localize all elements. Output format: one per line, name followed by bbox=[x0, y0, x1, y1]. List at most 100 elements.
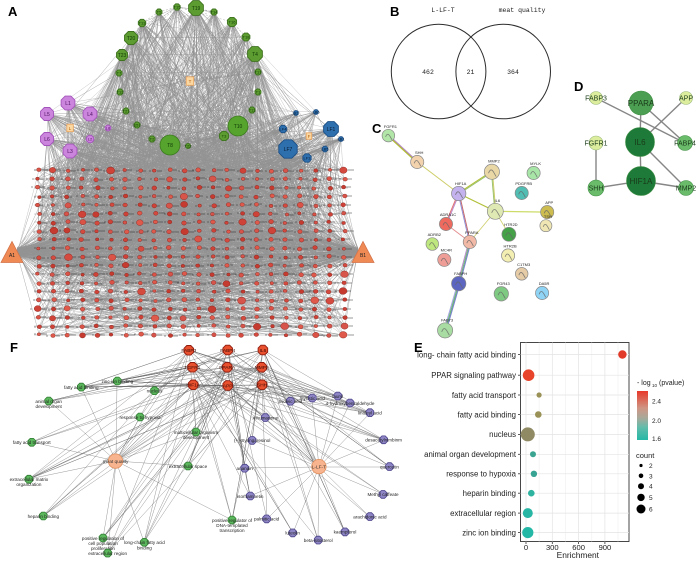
svg-text:ADRB2: ADRB2 bbox=[428, 232, 442, 237]
svg-text:development: development bbox=[183, 435, 210, 440]
svg-text:FABP3: FABP3 bbox=[181, 348, 196, 354]
svg-text:FABP4: FABP4 bbox=[674, 141, 696, 148]
svg-text:fatty acid binding: fatty acid binding bbox=[64, 385, 99, 390]
svg-text:heparin binding: heparin binding bbox=[463, 489, 516, 498]
svg-text:T22: T22 bbox=[185, 144, 193, 149]
svg-text:10: 10 bbox=[652, 383, 658, 388]
svg-text:animal organ development: animal organ development bbox=[424, 450, 517, 459]
svg-text:LB6: LB6 bbox=[312, 110, 320, 115]
svg-text:LF1: LF1 bbox=[327, 127, 336, 133]
svg-text:T1: T1 bbox=[256, 90, 261, 95]
svg-text:T10: T10 bbox=[234, 124, 243, 130]
svg-text:LF7: LF7 bbox=[284, 147, 293, 153]
svg-text:L4: L4 bbox=[87, 112, 93, 118]
svg-text:FGR43: FGR43 bbox=[497, 281, 511, 286]
svg-text:development: development bbox=[36, 404, 63, 409]
svg-text:nucleus: nucleus bbox=[489, 430, 516, 439]
svg-text:L5: L5 bbox=[44, 112, 50, 118]
svg-text:IL6: IL6 bbox=[260, 348, 267, 354]
svg-text:2.4: 2.4 bbox=[652, 399, 661, 406]
svg-text:0: 0 bbox=[524, 543, 528, 552]
svg-text:T3: T3 bbox=[222, 134, 227, 139]
svg-text:response to hypoxia: response to hypoxia bbox=[119, 415, 161, 420]
svg-text:linoleic acid: linoleic acid bbox=[279, 399, 303, 404]
svg-text:FGFR1: FGFR1 bbox=[585, 141, 608, 148]
svg-text:- log: - log bbox=[637, 380, 651, 387]
svg-text:linoleyl acid: linoleyl acid bbox=[358, 411, 382, 416]
svg-text:F: F bbox=[10, 340, 18, 355]
svg-text:2: 2 bbox=[649, 463, 653, 470]
svg-text:meat quality: meat quality bbox=[499, 7, 546, 14]
svg-text:C: C bbox=[372, 121, 382, 136]
svg-text:HIF1A: HIF1A bbox=[630, 177, 653, 186]
svg-text:MMP2: MMP2 bbox=[255, 365, 269, 371]
svg-text:positive regulator of: positive regulator of bbox=[212, 518, 253, 523]
svg-text:long- chain fatty acid binding: long- chain fatty acid binding bbox=[417, 350, 516, 359]
svg-text:IL6: IL6 bbox=[495, 198, 501, 203]
svg-text:T13: T13 bbox=[139, 21, 147, 26]
svg-text:T11: T11 bbox=[249, 108, 256, 113]
svg-text:T20: T20 bbox=[127, 36, 136, 42]
svg-text:D: D bbox=[574, 79, 583, 94]
svg-text:palmitic acid: palmitic acid bbox=[254, 517, 280, 522]
svg-text:L6: L6 bbox=[44, 137, 50, 143]
svg-text:PDGFRB: PDGFRB bbox=[515, 181, 532, 186]
svg-text:beta-sitosterol: beta-sitosterol bbox=[304, 538, 333, 543]
svg-text:L8: L8 bbox=[106, 126, 111, 131]
svg-text:FABP4: FABP4 bbox=[220, 348, 235, 354]
svg-text:L-LF-T: L-LF-T bbox=[431, 7, 455, 14]
svg-text:FGFR1: FGFR1 bbox=[384, 124, 398, 129]
svg-text:T: T bbox=[189, 79, 192, 84]
svg-text:extracellular region: extracellular region bbox=[450, 509, 516, 518]
svg-text:T12: T12 bbox=[117, 90, 125, 95]
svg-text:DNA-templated: DNA-templated bbox=[216, 523, 248, 528]
svg-text:APP: APP bbox=[545, 200, 553, 205]
svg-text:extracellular space: extracellular space bbox=[169, 464, 208, 469]
svg-text:IL6: IL6 bbox=[634, 138, 646, 147]
svg-text:LB1: LB1 bbox=[337, 137, 345, 142]
svg-text:Enrichment: Enrichment bbox=[557, 550, 600, 560]
svg-text:count: count bbox=[636, 451, 655, 460]
svg-text:HTR2B: HTR2B bbox=[504, 243, 517, 248]
svg-text:positive regulation of: positive regulation of bbox=[82, 536, 125, 541]
svg-text:1.6: 1.6 bbox=[652, 436, 661, 443]
svg-text:FABPH: FABPH bbox=[454, 271, 467, 276]
svg-text:T8: T8 bbox=[167, 143, 173, 149]
svg-text:T17: T17 bbox=[255, 70, 263, 75]
svg-text:L: L bbox=[69, 126, 72, 131]
svg-text:E: E bbox=[414, 340, 423, 355]
svg-text:(+)-Syringaresinol: (+)-Syringaresinol bbox=[234, 438, 270, 443]
svg-text:3: 3 bbox=[649, 473, 653, 480]
svg-text:extracellular region: extracellular region bbox=[88, 551, 127, 556]
svg-text:SHH: SHH bbox=[415, 150, 424, 155]
svg-text:desacetylnimbinm: desacetylnimbinm bbox=[365, 438, 402, 443]
svg-text:kaempferol: kaempferol bbox=[334, 530, 357, 535]
svg-text:HIF1A: HIF1A bbox=[455, 181, 467, 186]
svg-text:cell population: cell population bbox=[88, 541, 118, 546]
svg-text:PPARA: PPARA bbox=[465, 230, 479, 235]
svg-text:Xihumanene: Xihumanene bbox=[252, 415, 278, 420]
svg-text:2.0: 2.0 bbox=[652, 418, 661, 425]
svg-text:response to hypoxia: response to hypoxia bbox=[446, 470, 516, 479]
svg-text:(pvalue): (pvalue) bbox=[659, 380, 684, 387]
svg-text:zinc ion binding: zinc ion binding bbox=[101, 379, 133, 384]
svg-text:extracellular matrix: extracellular matrix bbox=[10, 477, 49, 482]
svg-text:arachidonic acid: arachidonic acid bbox=[353, 514, 387, 519]
svg-text:myristic acid: myristic acid bbox=[300, 396, 326, 401]
svg-text:T16: T16 bbox=[229, 20, 237, 25]
svg-text:300: 300 bbox=[546, 543, 559, 552]
svg-text:L3: L3 bbox=[67, 149, 73, 155]
svg-text:A1: A1 bbox=[9, 253, 15, 259]
svg-text:FABP3: FABP3 bbox=[585, 96, 607, 103]
svg-text:luteolin: luteolin bbox=[285, 531, 300, 536]
svg-text:fatty acid binding: fatty acid binding bbox=[457, 410, 516, 419]
svg-text:4-hydroxybenzaldehyde: 4-hydroxybenzaldehyde bbox=[326, 401, 375, 406]
svg-text:L1: L1 bbox=[65, 101, 71, 107]
svg-text:organization: organization bbox=[16, 482, 41, 487]
svg-text:B1: B1 bbox=[360, 253, 366, 259]
svg-text:ADRA1C: ADRA1C bbox=[440, 212, 456, 217]
svg-text:multicellular organism: multicellular organism bbox=[174, 430, 219, 435]
svg-text:600: 600 bbox=[572, 543, 585, 552]
svg-text:L-LF-T: L-LF-T bbox=[312, 464, 326, 470]
svg-text:T2: T2 bbox=[150, 137, 155, 142]
